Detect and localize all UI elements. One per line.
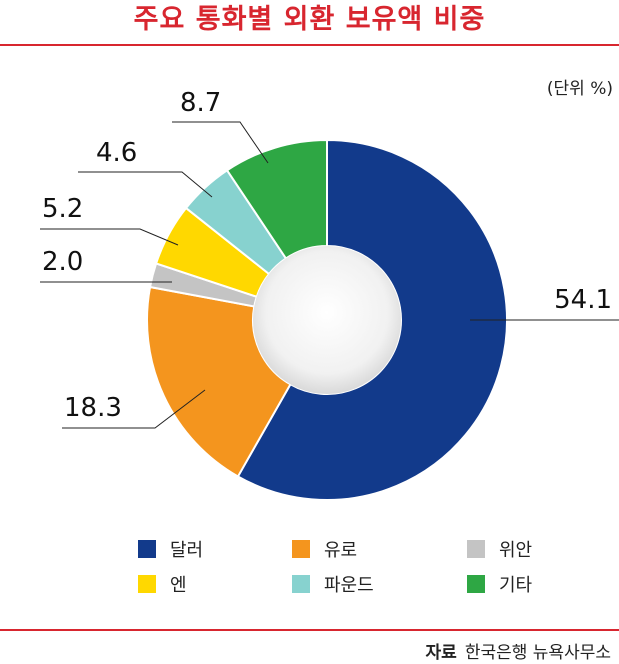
legend-item-other: 기타 [467, 571, 532, 597]
source-label: 자료 [425, 643, 457, 663]
chart-title: 주요 통화별 외환 보유액 비중 [133, 4, 486, 35]
source-divider [0, 629, 619, 631]
legend-label-yuan: 위안 [499, 540, 533, 561]
donut-hole [253, 246, 401, 394]
source-text: 한국은행 뉴욕사무소 [464, 643, 611, 663]
legend-item-pound: 파운드 [292, 571, 374, 597]
source-note: 자료 한국은행 뉴욕사무소 [426, 638, 611, 663]
legend-label-euro: 유로 [324, 540, 358, 561]
legend-swatch-yuan [467, 540, 485, 558]
legend-swatch-yen [138, 575, 156, 593]
legend-label-pound: 파운드 [324, 575, 374, 596]
title-divider [0, 44, 619, 46]
leader-line-other [172, 121, 269, 164]
legend-swatch-other [467, 575, 485, 593]
legend-label-other: 기타 [499, 575, 533, 596]
value-label-other: 8.7 [180, 88, 221, 118]
legend-item-yuan: 위안 [467, 536, 532, 562]
legend-swatch-euro [292, 540, 310, 558]
legend-swatch-pound [292, 575, 310, 593]
value-label-yuan: 2.0 [42, 247, 83, 277]
leader-line-euro [62, 389, 206, 429]
legend-item-euro: 유로 [292, 536, 357, 562]
leader-line-pound [78, 171, 213, 198]
value-label-euro: 18.3 [64, 393, 122, 423]
legend-label-yen: 엔 [170, 575, 187, 596]
unit-label: (단위 %) [546, 79, 613, 99]
legend-item-yen: 엔 [138, 571, 187, 597]
value-label-pound: 4.6 [96, 138, 137, 168]
value-label-dollar: 54.1 [554, 285, 612, 315]
leader-line-yen [40, 228, 179, 246]
legend-item-dollar: 달러 [138, 536, 203, 562]
legend-swatch-dollar [138, 540, 156, 558]
legend-label-dollar: 달러 [170, 540, 204, 561]
value-label-yen: 5.2 [42, 194, 83, 224]
